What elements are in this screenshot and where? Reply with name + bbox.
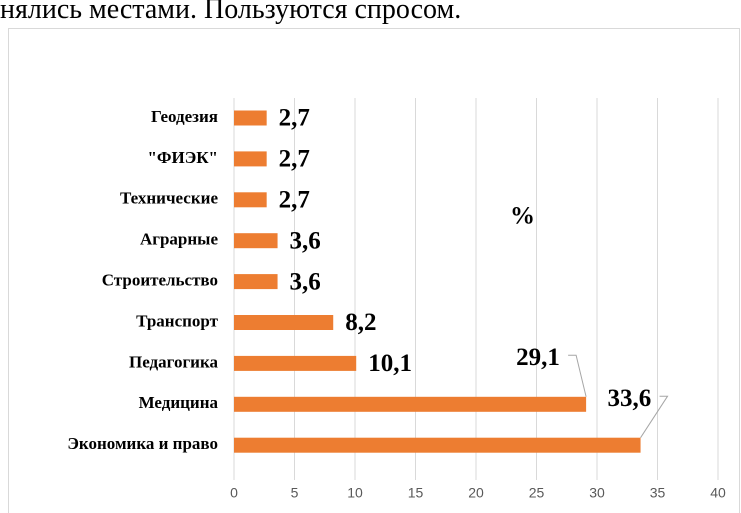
x-tick-label: 20 [468, 485, 484, 501]
y-tick-label: Транспорт [136, 311, 219, 330]
x-tick-label: 10 [347, 485, 363, 501]
page-text: нялись местами. Пользуются спросом. [0, 0, 461, 25]
data-label: 33,6 [608, 385, 652, 412]
data-label: 3,6 [290, 227, 321, 254]
data-label: 2,7 [279, 187, 310, 214]
bar [234, 274, 278, 290]
bar [234, 233, 278, 249]
y-tick-label: Медицина [139, 393, 219, 412]
bar [234, 355, 357, 371]
x-tick-label: 5 [291, 485, 299, 501]
data-label: 8,2 [345, 309, 376, 336]
data-label: 2,7 [279, 105, 310, 132]
leader-line [568, 354, 587, 397]
y-tick-label: Экономика и право [67, 434, 218, 453]
data-label: 10,1 [368, 350, 412, 377]
data-label: 29,1 [516, 344, 560, 371]
bar [234, 110, 267, 126]
bar [234, 315, 334, 330]
y-tick-label: Технические [120, 189, 218, 208]
x-tick-label: 40 [710, 485, 726, 501]
y-tick-label: Геодезия [151, 107, 218, 126]
bar [234, 192, 267, 208]
x-tick-label: 35 [650, 485, 666, 501]
x-tick-label: 30 [589, 485, 605, 501]
annotation: % [510, 203, 535, 230]
y-tick-label: "ФИЭК" [147, 148, 218, 167]
y-tick-label: Педагогика [129, 352, 218, 371]
bar [234, 437, 641, 453]
data-label: 2,7 [279, 146, 310, 173]
y-tick-label: Строительство [102, 271, 218, 290]
y-tick-label: Аграрные [140, 230, 218, 249]
x-tick-label: 0 [230, 485, 238, 501]
data-label: 3,6 [290, 268, 321, 295]
x-tick-label: 25 [529, 485, 545, 501]
x-tick-label: 15 [408, 485, 424, 501]
chart-frame [8, 28, 740, 513]
bar [234, 396, 587, 412]
leader-line [640, 395, 669, 438]
bar [234, 151, 267, 167]
